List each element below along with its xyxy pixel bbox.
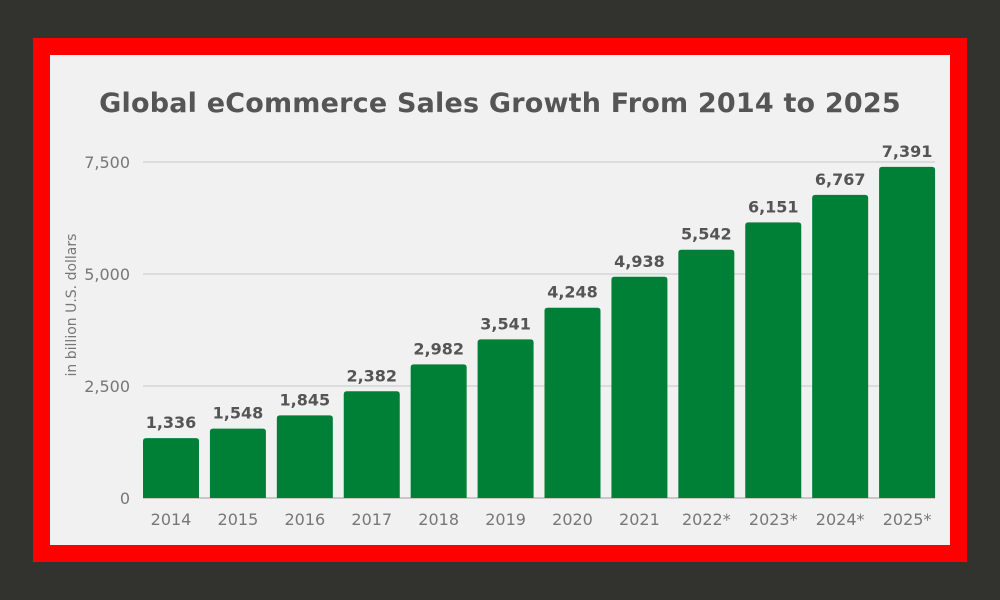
bar-2024*: [812, 194, 869, 499]
data-label: 1,845: [280, 390, 331, 409]
x-tick-label: 2023*: [749, 510, 798, 529]
y-tick-label: 7,500: [84, 153, 130, 172]
x-tick-label: 2025*: [883, 510, 932, 529]
y-tick-label: 2,500: [84, 377, 130, 396]
x-tick-label: 2022*: [682, 510, 731, 529]
x-tick-label: 2019: [485, 510, 526, 529]
bar-2023*: [745, 222, 802, 499]
bar-2019: [477, 339, 534, 498]
data-label: 1,548: [213, 404, 264, 423]
x-tick-label: 2020: [552, 510, 593, 529]
y-tick-label: 0: [120, 489, 130, 508]
x-tick-label: 2017: [351, 510, 392, 529]
x-tick-label: 2018: [418, 510, 459, 529]
bar-2022*: [678, 249, 735, 498]
data-label: 4,938: [614, 252, 665, 271]
data-label: 4,248: [547, 283, 598, 302]
data-label: 1,336: [146, 413, 197, 432]
bar-2018: [410, 364, 467, 498]
data-label: 3,541: [480, 314, 531, 333]
x-tick-label: 2016: [284, 510, 325, 529]
data-label: 5,542: [681, 225, 732, 244]
x-tick-label: 2024*: [816, 510, 865, 529]
bar-2025*: [879, 166, 936, 499]
bar-2020: [544, 307, 601, 498]
x-tick-label: 2021: [619, 510, 660, 529]
x-tick-label: 2015: [218, 510, 259, 529]
data-label: 2,982: [413, 339, 464, 358]
bar-2016: [276, 415, 333, 498]
bar-2014: [143, 438, 199, 498]
bar-2015: [209, 428, 266, 498]
y-tick-label: 5,000: [84, 265, 130, 284]
data-label: 7,391: [882, 142, 933, 161]
x-tick-label: 2014: [151, 510, 192, 529]
data-label: 2,382: [346, 366, 397, 385]
chart-title: Global eCommerce Sales Growth From 2014 …: [99, 88, 901, 119]
data-label: 6,151: [748, 197, 799, 216]
bar-2021: [611, 276, 668, 498]
bar-2017: [343, 391, 400, 498]
data-label: 6,767: [815, 170, 866, 189]
